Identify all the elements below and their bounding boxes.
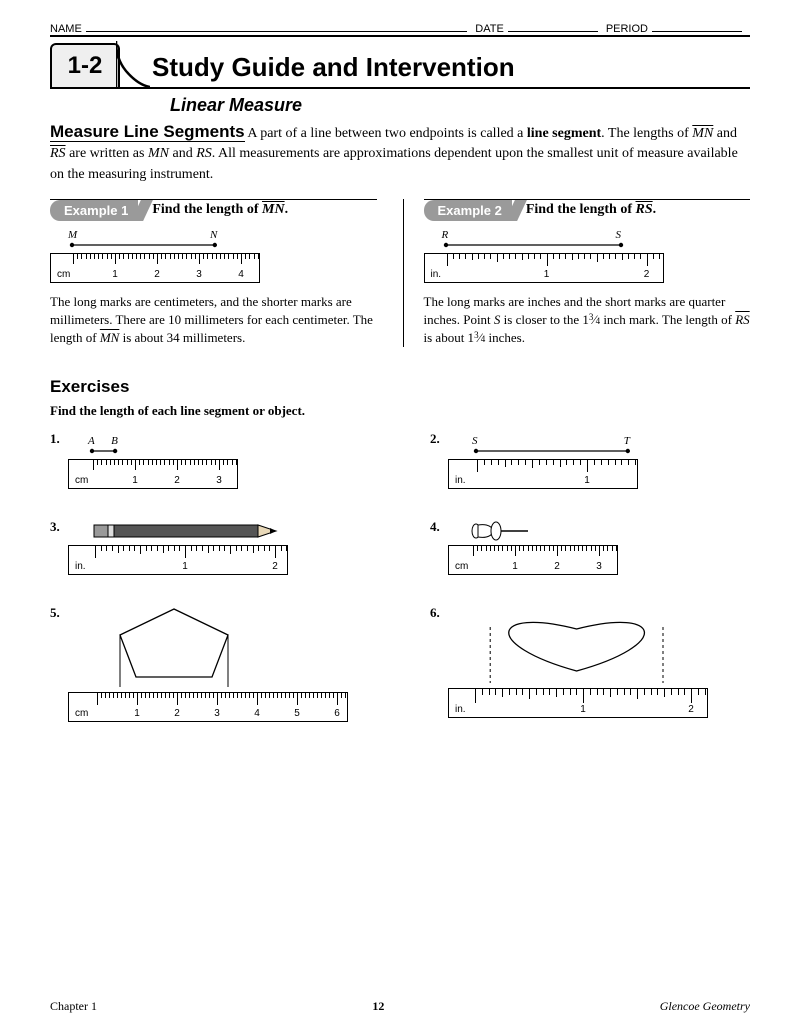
segment-mn: M N: [50, 229, 377, 251]
tab-curve: [118, 43, 148, 87]
lesson-bar: 1-2 Study Guide and Intervention: [50, 43, 750, 89]
ruler-ex1: cm1234: [50, 253, 260, 283]
intro-paragraph: Measure Line Segments A part of a line b…: [50, 122, 750, 185]
date-blank[interactable]: [508, 20, 598, 32]
ruler-ex2: in.12: [424, 253, 664, 283]
exercise-2: 2.STin.1: [430, 431, 750, 499]
example-2-title: Find the length of RS.: [526, 202, 656, 218]
name-label: NAME: [50, 23, 82, 35]
exercise-3: 3.in.12: [50, 519, 370, 585]
example-2: Example 2 Find the length of RS. R S in.…: [403, 199, 751, 348]
lesson-number: 1-2: [50, 43, 120, 87]
exercise-4: 4.cm123: [430, 519, 750, 585]
exercise-6: 6.in.12: [430, 605, 750, 732]
example-2-tab: Example 2: [424, 200, 512, 221]
name-date-period: NAME DATE PERIOD: [50, 20, 750, 37]
lesson-title: Study Guide and Intervention: [148, 52, 515, 87]
period-label: PERIOD: [606, 23, 648, 35]
example-1-title: Find the length of MN.: [152, 202, 288, 218]
exercises-grid: 1.ABcm123 2.STin.1 3.in.12 4.cm123 5.cm12345…: [50, 431, 750, 732]
example-1: Example 1 Find the length of MN. M N cm1…: [50, 199, 377, 348]
lesson-subtitle: Linear Measure: [170, 95, 750, 116]
section-heading: Measure Line Segments: [50, 122, 245, 142]
date-label: DATE: [475, 23, 504, 35]
ex2-description: The long marks are inches and the short …: [424, 293, 751, 348]
exercise-1: 1.ABcm123: [50, 431, 370, 499]
exercises-instruction: Find the length of each line segment or …: [50, 403, 750, 419]
name-blank[interactable]: [86, 20, 468, 32]
page: NAME DATE PERIOD 1-2 Study Guide and Int…: [0, 0, 800, 742]
footer-publisher: Glencoe Geometry: [660, 999, 750, 1014]
exercises-heading: Exercises: [50, 377, 750, 397]
footer-page: 12: [372, 999, 384, 1014]
page-footer: Chapter 1 12 Glencoe Geometry: [50, 999, 750, 1014]
period-blank[interactable]: [652, 20, 742, 32]
footer-chapter: Chapter 1: [50, 999, 97, 1014]
example-1-tab: Example 1: [50, 200, 138, 221]
exercise-5: 5.cm123456: [50, 605, 370, 732]
examples-row: Example 1 Find the length of MN. M N cm1…: [50, 199, 750, 348]
ex1-description: The long marks are centimeters, and the …: [50, 293, 377, 348]
segment-rs: R S: [424, 229, 751, 251]
